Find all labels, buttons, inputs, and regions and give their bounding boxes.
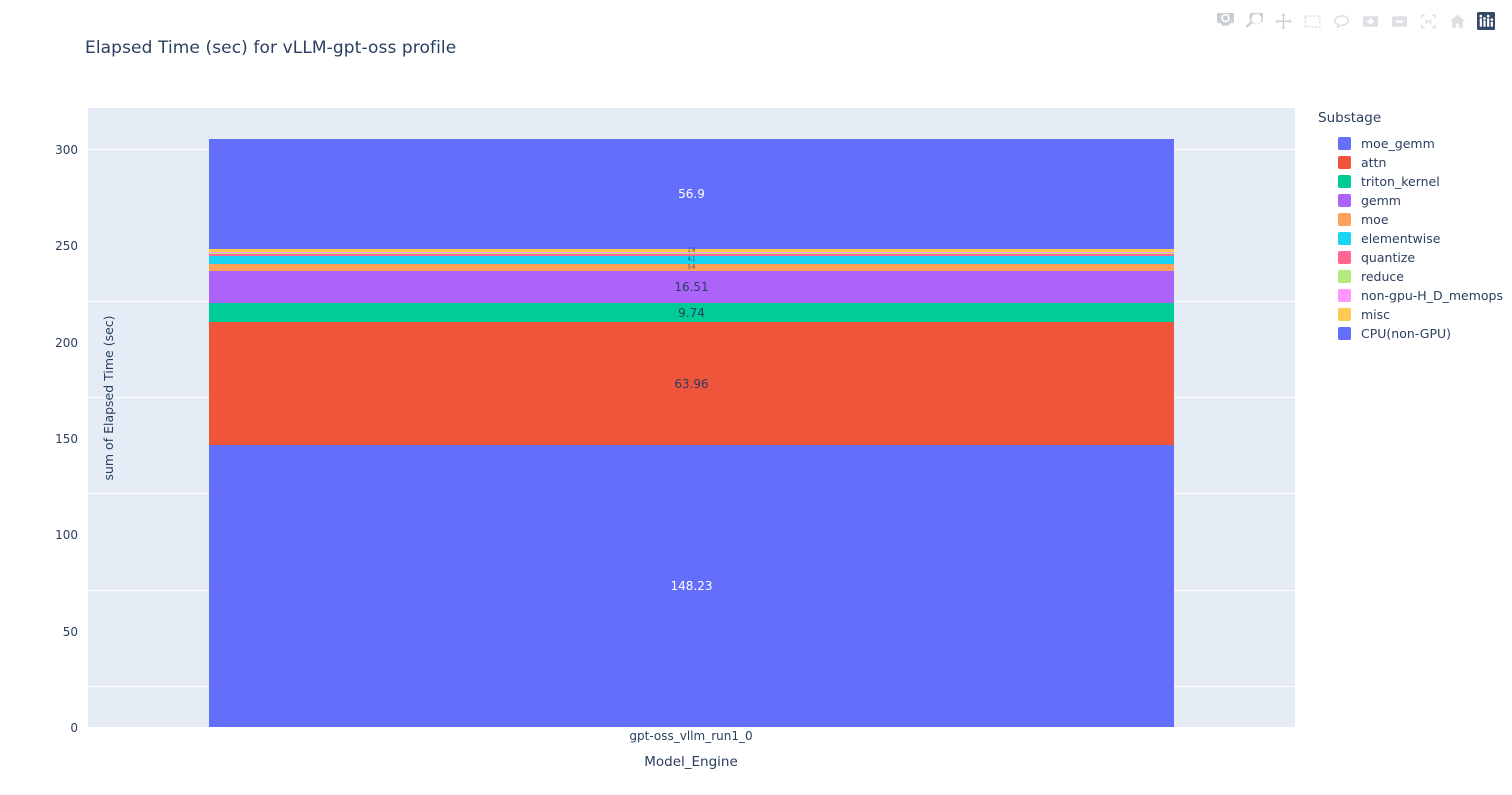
- bar-segment-cpu-non-gpu[interactable]: 148.23: [209, 445, 1174, 727]
- legend-label: triton_kernel: [1361, 174, 1440, 189]
- y-tick-250: 250: [55, 239, 78, 253]
- legend-swatch-icon: [1338, 213, 1351, 226]
- bar-label-moe: 3.6: [687, 264, 696, 270]
- legend-item-attn[interactable]: attn: [1318, 153, 1508, 172]
- y-tick-100: 100: [55, 528, 78, 542]
- plotly-logo-icon[interactable]: [1476, 11, 1496, 31]
- legend-item-gemm[interactable]: gemm: [1318, 191, 1508, 210]
- bar-group-gpt-oss_vllm_run1_0: 56.9 1.6 4.1 3.6 16.51 9.74 63.96: [209, 139, 1174, 727]
- zoom-in-icon[interactable]: [1360, 11, 1380, 31]
- autoscale-icon[interactable]: [1418, 11, 1438, 31]
- legend-label: CPU(non-GPU): [1361, 326, 1452, 341]
- legend-label: moe_gemm: [1361, 136, 1435, 151]
- bar-label-triton_kernel: 9.74: [678, 305, 705, 320]
- legend-label: moe: [1361, 212, 1389, 227]
- legend-label: quantize: [1361, 250, 1416, 265]
- legend-swatch-icon: [1338, 232, 1351, 245]
- legend-swatch-icon: [1338, 308, 1351, 321]
- legend-item-moe[interactable]: moe: [1318, 210, 1508, 229]
- y-tick-50: 50: [62, 625, 78, 639]
- zoom-out-icon[interactable]: [1389, 11, 1409, 31]
- bar-segment-quantize[interactable]: [209, 254, 1174, 256]
- legend-label: misc: [1361, 307, 1391, 322]
- bar-label-attn: 63.96: [674, 376, 709, 391]
- bar-segment-elementwise[interactable]: 4.1: [209, 256, 1174, 264]
- legend-swatch-icon: [1338, 251, 1351, 264]
- legend-swatch-icon: [1338, 137, 1351, 150]
- y-tick-300: 300: [55, 143, 78, 157]
- legend-item-cpu-non-gpu[interactable]: CPU(non-GPU): [1318, 324, 1508, 343]
- bar-segment-reduce[interactable]: [209, 253, 1174, 254]
- legend-item-reduce[interactable]: reduce: [1318, 267, 1508, 286]
- legend-swatch-icon: [1338, 156, 1351, 169]
- x-tick-label: gpt-oss_vllm_run1_0: [629, 729, 753, 743]
- legend-title: Substage: [1318, 110, 1382, 126]
- zoom-icon[interactable]: [1244, 11, 1264, 31]
- bar-segment-gemm[interactable]: 16.51: [209, 271, 1174, 303]
- legend-item-quantize[interactable]: quantize: [1318, 248, 1508, 267]
- y-axis-label: sum of Elapsed Time (sec): [101, 314, 117, 481]
- legend-label: elementwise: [1361, 231, 1441, 246]
- legend-label: attn: [1361, 155, 1387, 170]
- legend-swatch-icon: [1338, 270, 1351, 283]
- modebar: [1215, 9, 1496, 33]
- legend-label: reduce: [1361, 269, 1404, 284]
- bar-segment-triton_kernel[interactable]: 9.74: [209, 303, 1174, 322]
- pan-icon[interactable]: [1273, 11, 1293, 31]
- y-tick-200: 200: [55, 336, 78, 350]
- legend-item-elementwise[interactable]: elementwise: [1318, 229, 1508, 248]
- legend-swatch-icon: [1338, 175, 1351, 188]
- legend-swatch-icon: [1338, 194, 1351, 207]
- y-tick-0: 0: [70, 721, 78, 735]
- legend-swatch-icon: [1338, 327, 1351, 340]
- x-axis-label: Model_Engine: [644, 754, 738, 770]
- bar-segment-non-gpu-H_D_memops[interactable]: [209, 252, 1174, 253]
- legend: Substage moe_gemm attn triton_kernel gem…: [1318, 110, 1508, 343]
- legend-item-moe_gemm[interactable]: moe_gemm: [1318, 134, 1508, 153]
- legend-item-non-gpu-H_D_memops[interactable]: non-gpu-H_D_memops: [1318, 286, 1508, 305]
- camera-icon[interactable]: [1215, 11, 1235, 31]
- bar-segment-moe_gemm[interactable]: 56.9: [209, 139, 1174, 249]
- legend-item-triton_kernel[interactable]: triton_kernel: [1318, 172, 1508, 191]
- y-tick-150: 150: [55, 432, 78, 446]
- home-icon[interactable]: [1447, 11, 1467, 31]
- bar-label-gemm: 16.51: [674, 280, 709, 294]
- legend-label: gemm: [1361, 193, 1401, 208]
- lasso-select-icon[interactable]: [1331, 11, 1351, 31]
- legend-label: non-gpu-H_D_memops: [1361, 288, 1503, 303]
- bar-label-moe_gemm: 56.9: [678, 187, 705, 201]
- bar-label-cpu-non-gpu: 148.23: [670, 579, 713, 593]
- legend-swatch-icon: [1338, 289, 1351, 302]
- box-select-icon[interactable]: [1302, 11, 1322, 31]
- bar-segment-attn[interactable]: 63.96: [209, 322, 1174, 445]
- legend-item-misc[interactable]: misc: [1318, 305, 1508, 324]
- bar-label-elementwise: 4.1: [687, 256, 696, 263]
- page-title: Elapsed Time (sec) for vLLM-gpt-oss prof…: [85, 38, 457, 58]
- bar-segment-moe[interactable]: 3.6: [209, 264, 1174, 271]
